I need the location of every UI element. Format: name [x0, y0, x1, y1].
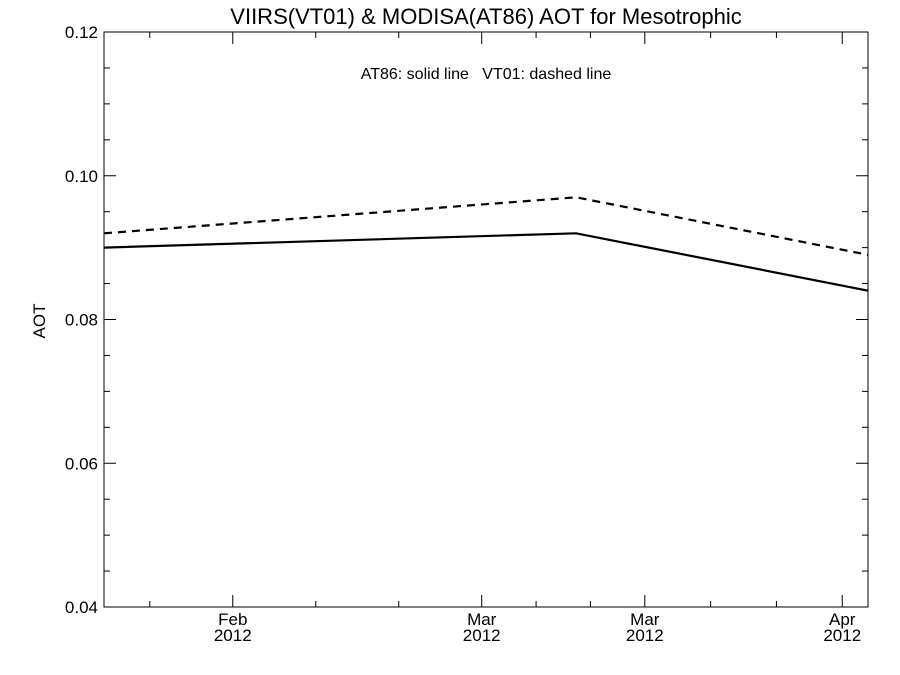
x-tick-label-month: Mar	[630, 610, 660, 629]
y-tick-label: 0.08	[65, 311, 98, 330]
y-tick-label: 0.04	[65, 598, 98, 617]
x-tick-label-month: Feb	[218, 610, 247, 629]
x-tick-label-month: Apr	[829, 610, 856, 629]
x-tick-label-year: 2012	[214, 626, 252, 645]
x-tick-label-month: Mar	[467, 610, 497, 629]
y-axis-title: AOT	[30, 304, 49, 339]
y-ticks: 0.04 0.06 0.08 0.10 0.12	[65, 23, 868, 617]
at86-solid-line	[103, 232, 869, 292]
x-tick-label-year: 2012	[823, 626, 861, 645]
y-tick-label: 0.12	[65, 23, 98, 42]
legend-annotation: AT86: solid line VT01: dashed line	[361, 66, 612, 83]
x-tick-label-year: 2012	[626, 626, 664, 645]
plot-frame	[103, 31, 869, 608]
chart-title: VIIRS(VT01) & MODISA(AT86) AOT for Mesot…	[230, 4, 741, 29]
y-tick-label: 0.10	[65, 167, 98, 186]
x-tick-label-year: 2012	[463, 626, 501, 645]
series-group	[103, 196, 869, 292]
y-tick-label: 0.06	[65, 454, 98, 473]
vt01-dashed-line	[103, 196, 869, 256]
